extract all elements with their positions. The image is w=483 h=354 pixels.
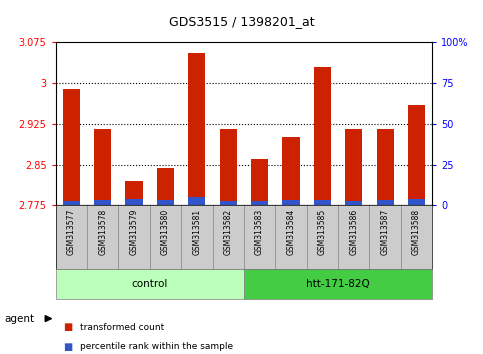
Text: GSM313581: GSM313581	[192, 209, 201, 255]
Bar	[244, 269, 432, 299]
Bar	[220, 129, 237, 205]
Text: GSM313580: GSM313580	[161, 209, 170, 255]
Text: GSM313579: GSM313579	[129, 209, 139, 255]
Bar	[94, 200, 111, 205]
Bar	[377, 200, 394, 205]
Text: GSM313583: GSM313583	[255, 209, 264, 255]
Text: ■: ■	[63, 322, 72, 332]
Bar	[126, 199, 142, 205]
Bar	[408, 105, 425, 205]
Bar	[63, 88, 80, 205]
Bar	[56, 269, 244, 299]
Text: ■: ■	[63, 342, 72, 352]
Bar	[220, 201, 237, 205]
Bar	[251, 201, 268, 205]
Bar	[188, 53, 205, 205]
Bar	[251, 159, 268, 205]
Bar	[345, 201, 362, 205]
Bar	[408, 199, 425, 205]
Text: transformed count: transformed count	[80, 323, 164, 332]
Bar	[63, 201, 80, 205]
Text: percentile rank within the sample: percentile rank within the sample	[80, 342, 233, 352]
Bar	[283, 137, 299, 205]
Bar	[314, 200, 331, 205]
Bar	[188, 197, 205, 205]
Bar	[314, 67, 331, 205]
Bar	[345, 129, 362, 205]
Text: control: control	[131, 279, 168, 289]
Text: agent: agent	[5, 314, 35, 324]
Bar	[157, 200, 174, 205]
Text: GSM313577: GSM313577	[67, 209, 76, 255]
Bar	[283, 200, 299, 205]
Text: GSM313588: GSM313588	[412, 209, 421, 255]
Text: GSM313587: GSM313587	[381, 209, 390, 255]
Text: GSM313578: GSM313578	[98, 209, 107, 255]
Text: GSM313582: GSM313582	[224, 209, 233, 255]
Bar	[94, 129, 111, 205]
Bar	[377, 129, 394, 205]
Text: GSM313584: GSM313584	[286, 209, 296, 255]
Text: GSM313585: GSM313585	[318, 209, 327, 255]
Text: GDS3515 / 1398201_at: GDS3515 / 1398201_at	[169, 15, 314, 28]
Text: htt-171-82Q: htt-171-82Q	[306, 279, 370, 289]
Bar	[157, 169, 174, 205]
Bar	[126, 181, 142, 205]
Text: GSM313586: GSM313586	[349, 209, 358, 255]
